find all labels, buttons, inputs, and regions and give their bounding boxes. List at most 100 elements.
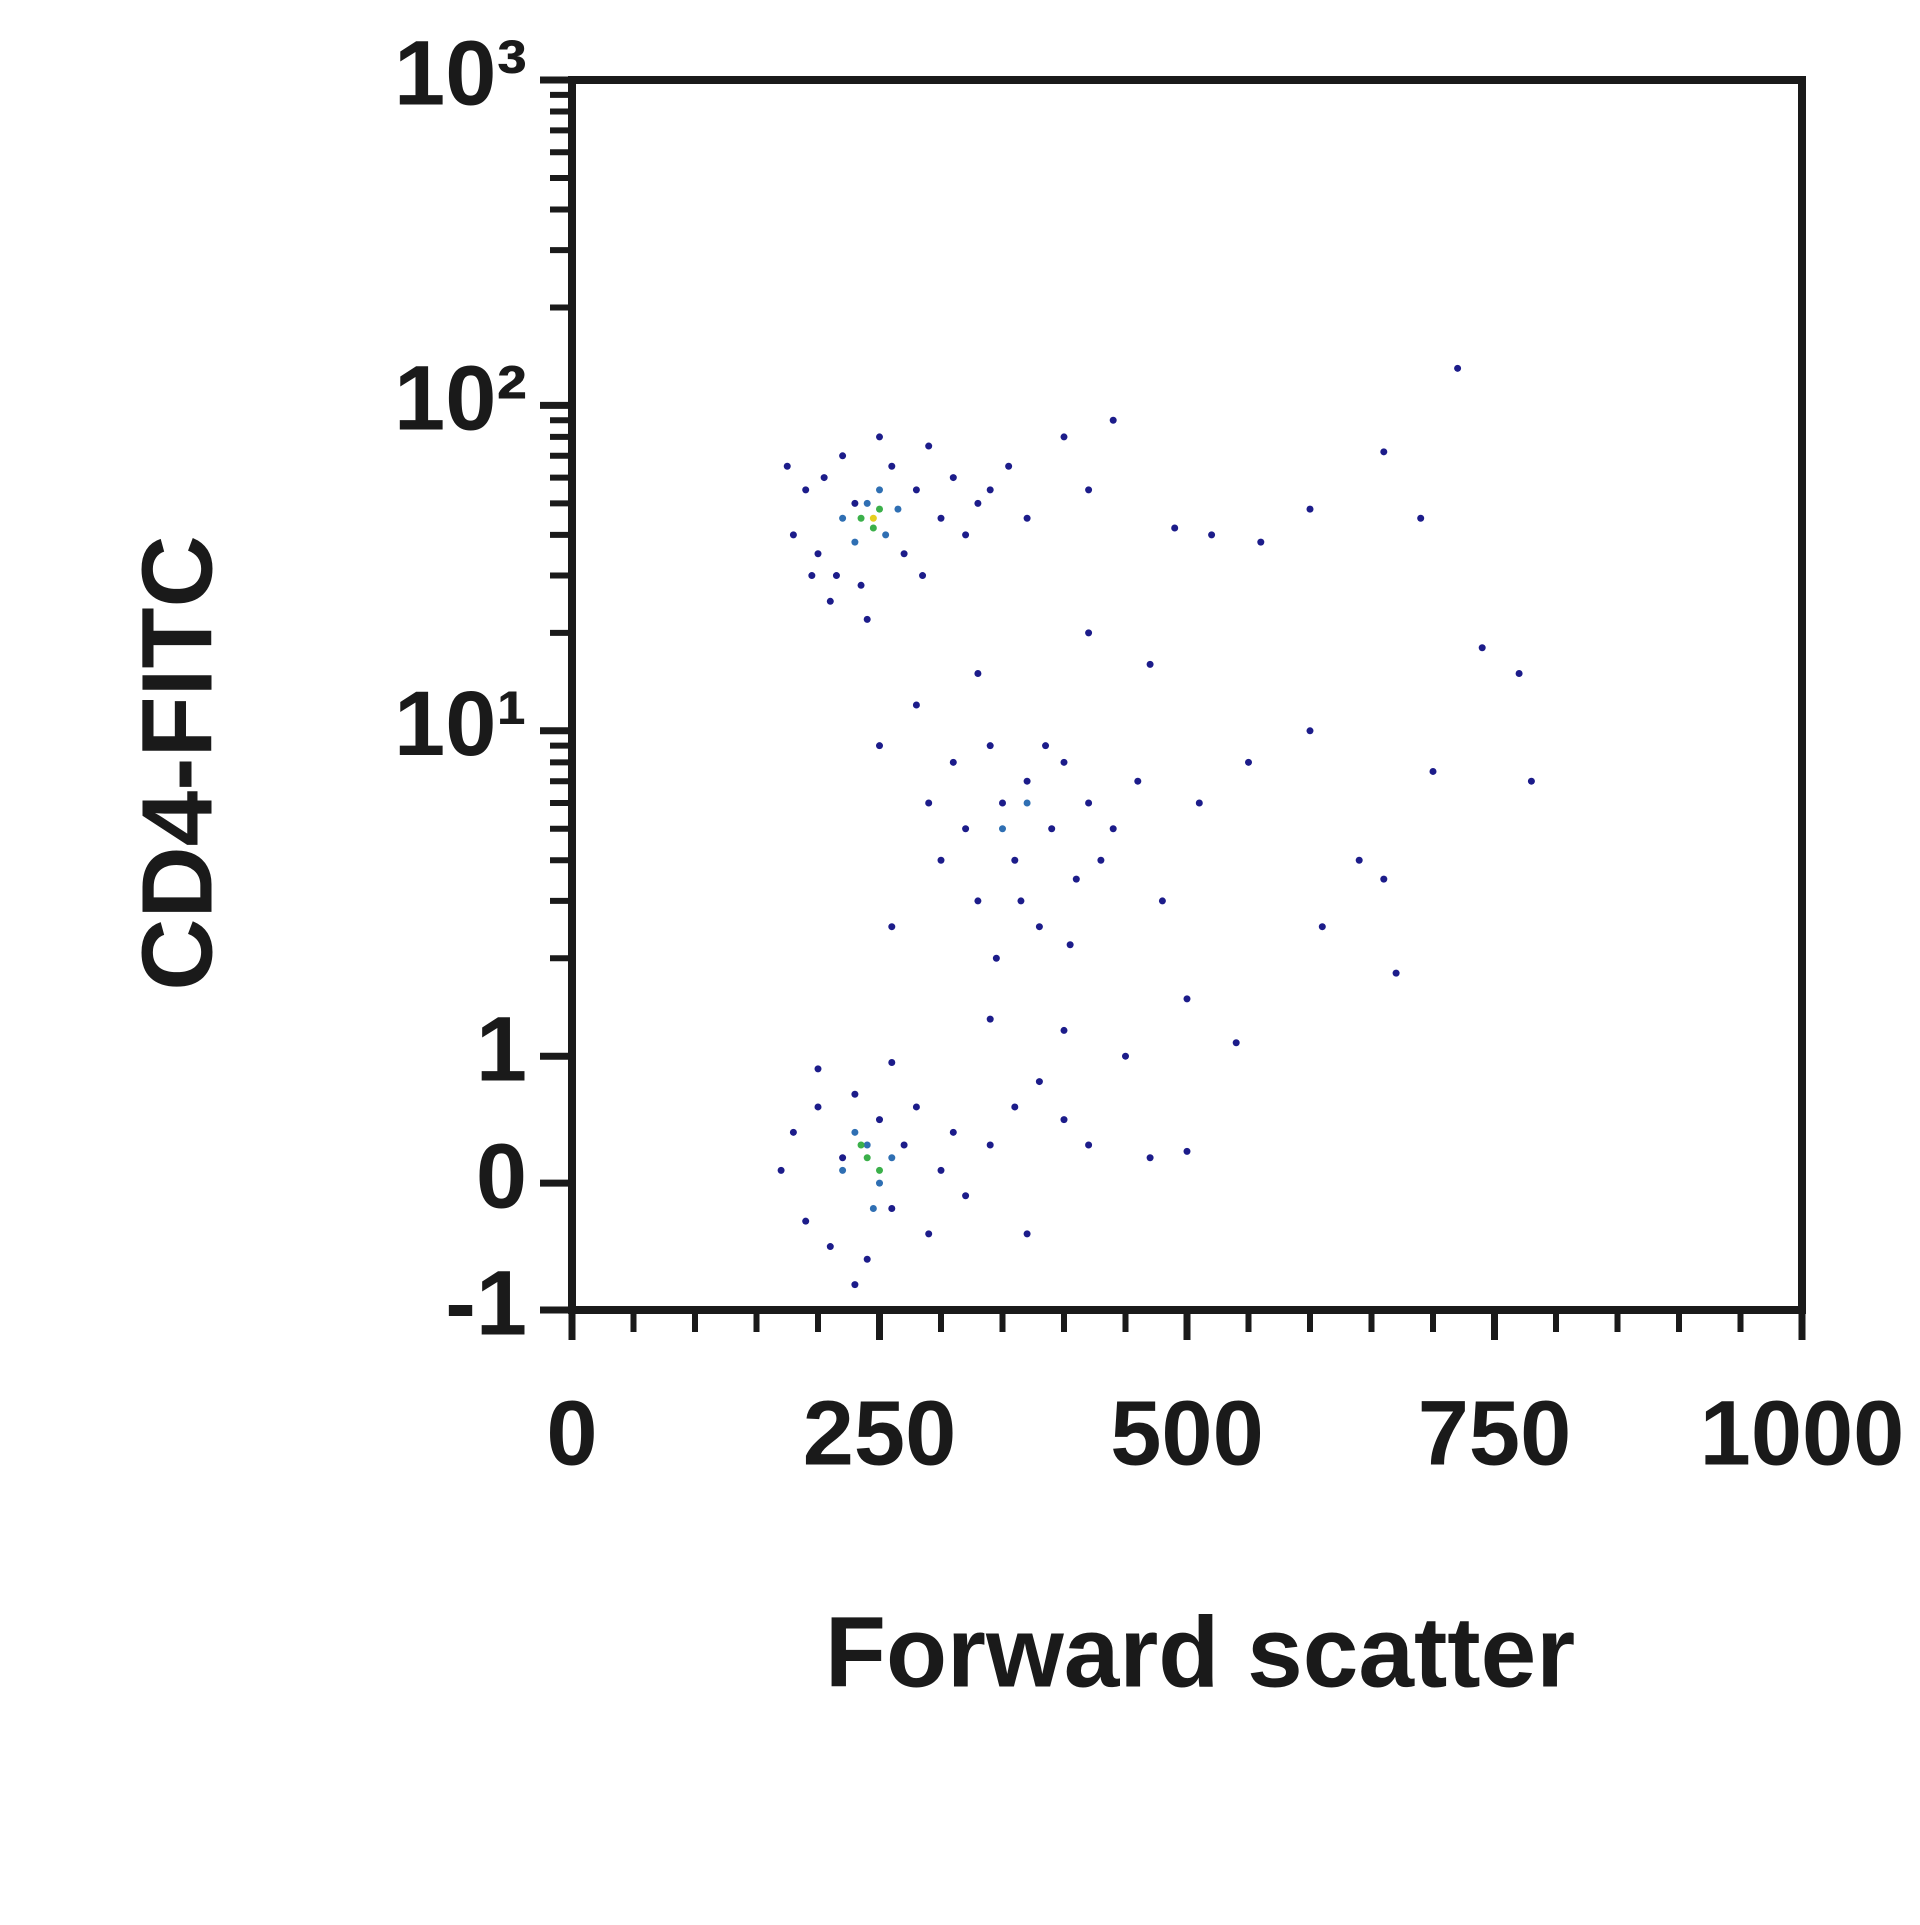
data-point	[814, 1103, 822, 1111]
data-point	[1023, 1230, 1031, 1238]
data-point	[1060, 758, 1068, 766]
data-point	[912, 701, 920, 709]
data-point	[839, 1154, 847, 1162]
data-point	[974, 897, 982, 905]
data-point	[1060, 1116, 1068, 1124]
data-point	[1195, 799, 1203, 807]
data-point	[1355, 856, 1363, 864]
data-point	[1005, 462, 1013, 470]
data-point	[839, 452, 847, 460]
y-tick-label: 0	[476, 1125, 527, 1227]
data-point	[777, 1166, 785, 1174]
y-tick-label: 10¹	[394, 673, 527, 775]
data-point	[863, 1255, 871, 1263]
data-point	[789, 1128, 797, 1136]
data-point	[949, 474, 957, 482]
data-point	[949, 758, 957, 766]
data-point	[1048, 825, 1056, 833]
data-point	[863, 615, 871, 623]
data-point	[1515, 669, 1523, 677]
data-point	[1085, 1141, 1093, 1149]
data-point	[1097, 856, 1105, 864]
data-point	[1183, 995, 1191, 1003]
data-point	[1429, 767, 1437, 775]
y-axis-label: CD4-FITC	[121, 535, 233, 991]
data-point	[888, 462, 896, 470]
data-point	[962, 825, 970, 833]
data-point	[1146, 1154, 1154, 1162]
data-point	[869, 1204, 877, 1212]
data-point	[1245, 758, 1252, 766]
data-point	[1085, 629, 1093, 637]
data-point	[1060, 1026, 1068, 1034]
data-point	[1208, 531, 1216, 539]
data-point	[888, 923, 896, 931]
x-axis-label: Forward scatter	[825, 1596, 1575, 1708]
x-tick-label: 0	[546, 1382, 597, 1484]
data-point	[999, 799, 1006, 807]
data-point	[1306, 505, 1314, 513]
data-point	[937, 856, 945, 864]
data-point	[1072, 875, 1080, 883]
data-point	[876, 1179, 883, 1187]
x-tick-label: 1000	[1700, 1382, 1905, 1484]
data-point	[919, 572, 927, 580]
data-point	[1023, 799, 1031, 807]
data-point	[992, 954, 1000, 962]
y-tick-label: 10³	[394, 22, 527, 124]
data-point	[974, 499, 982, 507]
data-point	[900, 550, 908, 558]
data-point	[1035, 1078, 1043, 1086]
data-point	[851, 1128, 859, 1136]
data-point	[1011, 1103, 1019, 1111]
data-point	[826, 597, 834, 605]
data-point	[876, 486, 883, 494]
y-tick-label: 1	[476, 998, 527, 1100]
data-point	[925, 442, 933, 450]
data-point	[1017, 897, 1025, 905]
data-point	[1527, 777, 1535, 785]
data-point	[1257, 538, 1265, 546]
data-point	[876, 433, 883, 441]
data-point	[1023, 514, 1031, 522]
data-point	[857, 1141, 865, 1149]
data-point	[1035, 923, 1043, 931]
data-point	[900, 1141, 908, 1149]
data-point	[986, 486, 994, 494]
data-point	[882, 531, 890, 539]
data-point	[986, 742, 994, 750]
data-point	[802, 486, 810, 494]
data-point	[962, 531, 970, 539]
data-point	[1109, 416, 1117, 424]
data-point	[1042, 742, 1050, 750]
data-point	[876, 1166, 883, 1174]
data-point	[783, 462, 791, 470]
data-point	[912, 486, 920, 494]
data-point	[876, 742, 883, 750]
data-point	[937, 514, 945, 522]
data-point	[839, 514, 847, 522]
data-point	[888, 1154, 896, 1162]
y-tick-label: 10²	[394, 348, 527, 450]
data-point	[1417, 514, 1425, 522]
data-point	[1478, 644, 1486, 652]
data-point	[888, 1204, 896, 1212]
data-point	[1380, 448, 1388, 456]
data-point	[1122, 1052, 1129, 1060]
data-point	[1085, 799, 1093, 807]
data-point	[949, 1128, 957, 1136]
data-point	[832, 572, 840, 580]
data-point	[1306, 727, 1314, 735]
data-point	[1134, 777, 1142, 785]
x-tick-label: 500	[1110, 1382, 1264, 1484]
data-point	[1183, 1147, 1191, 1155]
data-point	[820, 474, 828, 482]
x-tick-label: 750	[1418, 1382, 1572, 1484]
data-point	[789, 531, 797, 539]
data-point	[851, 499, 859, 507]
data-point	[1318, 923, 1326, 931]
data-point	[857, 581, 865, 589]
data-point	[986, 1141, 994, 1149]
data-point	[894, 505, 902, 513]
